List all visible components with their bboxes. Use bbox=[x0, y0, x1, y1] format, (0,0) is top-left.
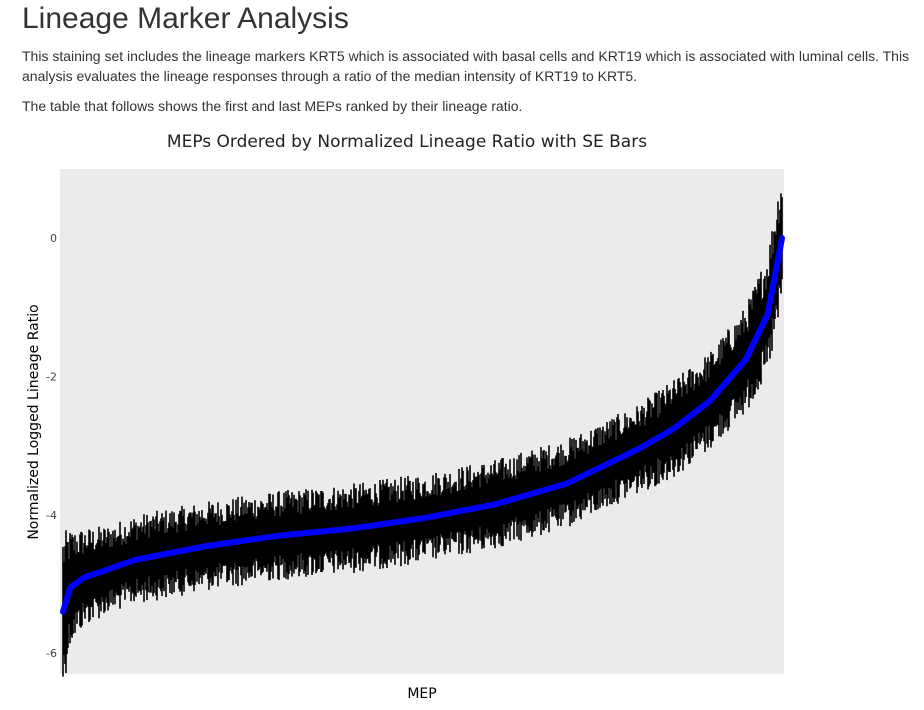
y-tick-label: -6 bbox=[46, 647, 57, 660]
page-heading: Lineage Marker Analysis bbox=[22, 2, 349, 35]
table-intro-paragraph: The table that follows shows the first a… bbox=[22, 98, 523, 114]
x-axis-label: MEP bbox=[407, 686, 436, 702]
y-axis-ticks: 0 -2 -4 -6 bbox=[46, 232, 57, 660]
description-paragraph: This staining set includes the lineage m… bbox=[22, 48, 910, 84]
lineage-ratio-chart: MEPs Ordered by Normalized Lineage Ratio… bbox=[26, 132, 785, 702]
y-tick-label: -4 bbox=[46, 509, 57, 522]
lineage-ratio-line bbox=[60, 235, 785, 615]
chart-title: MEPs Ordered by Normalized Lineage Ratio… bbox=[167, 132, 647, 152]
y-tick-label: -2 bbox=[46, 371, 57, 384]
y-tick-label: 0 bbox=[50, 232, 57, 245]
y-axis-label: Normalized Logged Lineage Ratio bbox=[26, 304, 42, 539]
